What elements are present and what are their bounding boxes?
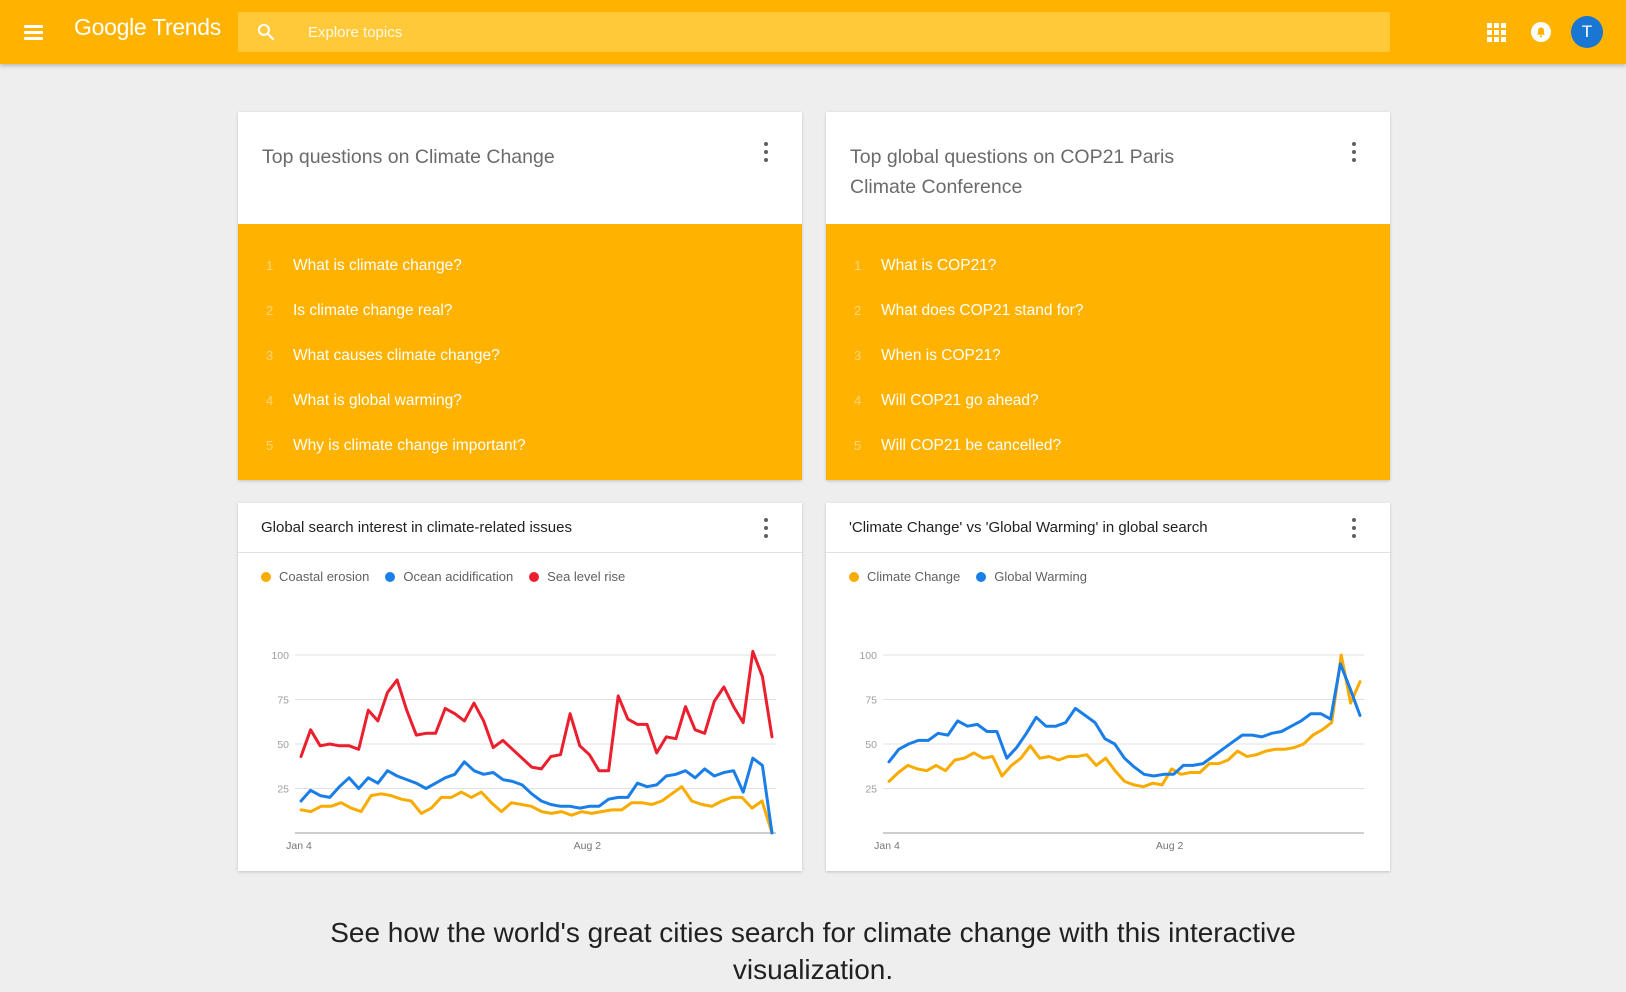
question-text: When is COP21? [881, 346, 1001, 364]
legend-item[interactable]: Climate Change [849, 569, 960, 584]
apps-grid-icon[interactable] [1486, 22, 1506, 42]
y-tick-label: 75 [277, 695, 289, 707]
legend-item[interactable]: Sea level rise [529, 569, 625, 584]
search-icon[interactable] [256, 22, 276, 42]
legend-label: Ocean acidification [403, 569, 514, 584]
legend-item[interactable]: Coastal erosion [261, 569, 369, 584]
legend-dot [849, 571, 859, 582]
logo-trends: Trends [152, 14, 221, 40]
question-text: What is COP21? [881, 256, 997, 274]
legend-label: Global Warming [994, 569, 1087, 584]
y-tick-label: 50 [277, 739, 289, 751]
list-item[interactable]: 1 What is COP21? [826, 243, 1390, 288]
search-bar[interactable] [238, 12, 1390, 52]
line-chart[interactable]: 100 75 50 25 Jan 4 Aug 2 [238, 503, 802, 871]
series-line-ocean-acidification[interactable] [299, 756, 774, 835]
x-tick-label: Aug 2 [574, 840, 602, 852]
legend-item[interactable]: Global Warming [976, 569, 1087, 584]
question-text: Is climate change real? [293, 301, 453, 319]
more-options-icon[interactable] [754, 140, 778, 164]
list-item[interactable]: 2 What does COP21 stand for? [826, 288, 1390, 333]
rank-number: 5 [266, 438, 274, 453]
rank-number: 4 [266, 393, 274, 408]
y-tick-label: 100 [271, 650, 289, 662]
question-text: What causes climate change? [293, 346, 500, 364]
card-title: Top questions on Climate Change [262, 146, 555, 168]
line-chart[interactable]: 100 75 50 25 Jan 4 Aug 2 [826, 503, 1390, 871]
list-item[interactable]: 5 Will COP21 be cancelled? [826, 423, 1390, 468]
rank-number: 3 [854, 348, 862, 363]
series-line-coastal-erosion[interactable] [299, 785, 774, 835]
chart-legend: Coastal erosion Ocean acidification Sea … [261, 569, 641, 584]
list-item[interactable]: 3 When is COP21? [826, 333, 1390, 378]
card-title: Top global questions on COP21 Paris Clim… [850, 146, 1175, 198]
more-options-icon[interactable] [1342, 140, 1366, 164]
y-tick-label: 75 [865, 695, 877, 707]
climate-issues-chart-card: Global search interest in climate-relate… [238, 503, 802, 871]
legend-dot [385, 571, 396, 582]
y-tick-label: 25 [865, 784, 877, 796]
logo-google: Google [74, 14, 147, 40]
question-text: What is climate change? [293, 256, 462, 274]
y-tick-label: 25 [277, 784, 289, 796]
legend-label: Sea level rise [547, 569, 626, 584]
question-text: What is global warming? [293, 391, 462, 409]
more-options-icon[interactable] [1342, 516, 1366, 540]
rank-number: 3 [266, 348, 274, 363]
top-questions-cop21-card: Top global questions on COP21 Paris Clim… [826, 112, 1390, 480]
list-item[interactable]: 4 Will COP21 go ahead? [826, 378, 1390, 423]
google-trends-logo[interactable]: Google Trends [74, 14, 221, 41]
notifications-icon[interactable] [1531, 22, 1551, 42]
question-text: Why is climate change important? [293, 436, 526, 454]
question-text: Will COP21 be cancelled? [881, 436, 1062, 454]
menu-icon[interactable] [20, 20, 48, 44]
climate-vs-warming-chart-card: 'Climate Change' vs 'Global Warming' in … [826, 503, 1390, 871]
chart-title: Global search interest in climate-relate… [261, 519, 572, 536]
rank-number: 5 [854, 438, 862, 453]
series-line-global-warming[interactable] [887, 662, 1362, 778]
list-item[interactable]: 2 Is climate change real? [238, 288, 802, 333]
search-input[interactable] [308, 12, 1368, 52]
questions-list: 1 What is climate change? 2 Is climate cha… [238, 224, 802, 480]
rank-number: 1 [854, 258, 862, 273]
question-text: Will COP21 go ahead? [881, 391, 1039, 409]
legend-dot [261, 571, 271, 582]
series-line-sea-level-rise[interactable] [299, 649, 774, 773]
avatar[interactable]: T [1571, 16, 1603, 48]
x-tick-label: Jan 4 [286, 840, 312, 852]
more-options-icon[interactable] [754, 516, 778, 540]
rank-number: 4 [854, 393, 862, 408]
list-item[interactable]: 1 What is climate change? [238, 243, 802, 288]
series-line-climate-change[interactable] [887, 653, 1362, 789]
list-item[interactable]: 5 Why is climate change important? [238, 423, 802, 468]
top-questions-climate-card: Top questions on Climate Change 1 What is… [238, 112, 802, 480]
rank-number: 1 [266, 258, 274, 273]
legend-label: Coastal erosion [279, 569, 370, 584]
legend-label: Climate Change [867, 569, 961, 584]
question-text: What does COP21 stand for? [881, 301, 1084, 319]
y-tick-label: 50 [865, 739, 877, 751]
chart-legend: Climate Change Global Warming [849, 569, 1103, 584]
legend-dot [529, 571, 540, 582]
y-tick-label: 100 [859, 650, 877, 662]
legend-item[interactable]: Ocean acidification [385, 569, 513, 584]
chart-title: 'Climate Change' vs 'Global Warming' in … [849, 519, 1208, 536]
visualization-promo-text: See how the world's great cities search … [330, 917, 1296, 985]
x-tick-label: Aug 2 [1156, 840, 1184, 852]
x-tick-label: Jan 4 [874, 840, 900, 852]
list-item[interactable]: 3 What causes climate change? [238, 333, 802, 378]
legend-dot [976, 571, 987, 582]
top-app-bar: Google Trends T [0, 0, 1626, 64]
list-item[interactable]: 4 What is global warming? [238, 378, 802, 423]
questions-list: 1 What is COP21? 2 What does COP21 stand f… [826, 224, 1390, 480]
rank-number: 2 [854, 303, 862, 318]
rank-number: 2 [266, 303, 274, 318]
